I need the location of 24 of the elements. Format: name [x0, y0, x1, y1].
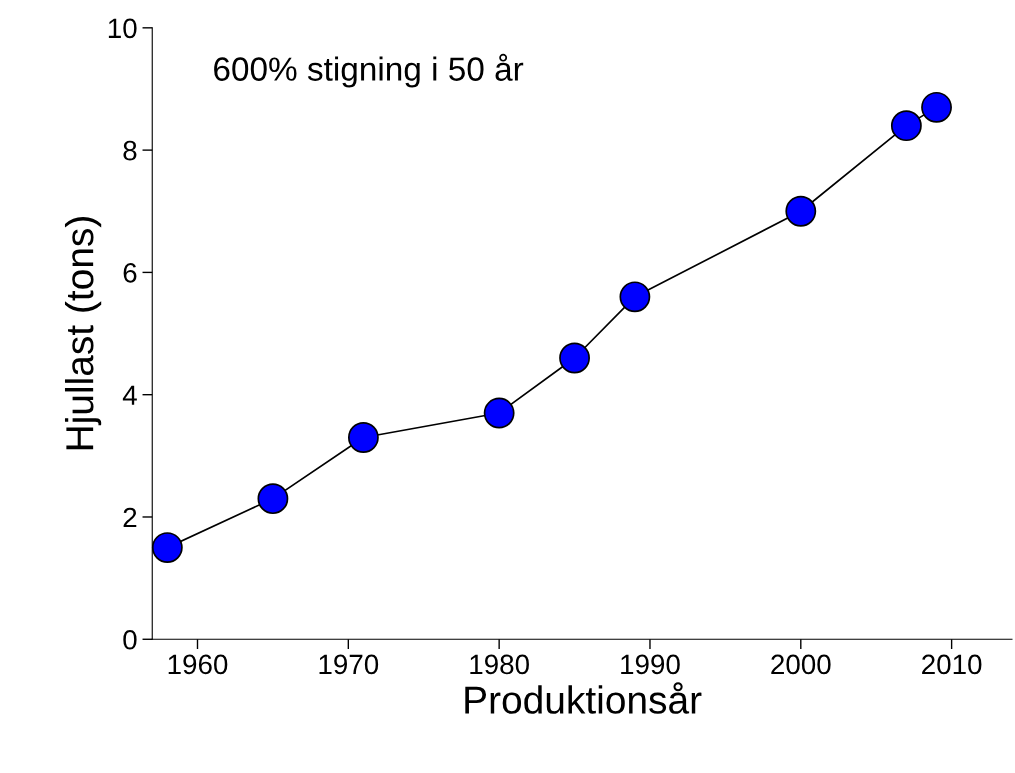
x-tick-label: 1990: [621, 654, 680, 675]
y-tick-label: 10: [108, 18, 137, 39]
point: [483, 397, 515, 429]
point: [347, 422, 379, 453]
point: [890, 110, 922, 142]
x-tick-label: 2010: [922, 654, 982, 675]
point: [151, 532, 183, 563]
y-axis-title: Hjullast (tons): [64, 217, 102, 450]
point: [785, 195, 817, 227]
x-tick-label: 1970: [319, 654, 379, 675]
x-tick-label: 2000: [771, 654, 831, 675]
y-tick-label: 4: [122, 385, 137, 405]
x-axis-title: Produktionsår: [465, 682, 702, 714]
point: [257, 483, 289, 515]
point: [619, 281, 651, 313]
point: [921, 91, 952, 123]
y-tick-label: 2: [123, 507, 137, 528]
x-tick-label: 1980: [470, 654, 529, 675]
annotation: 600% stigning i 50 år: [214, 53, 524, 88]
point: [559, 342, 590, 374]
y-tick-label: 6: [123, 263, 137, 283]
x-tick-label: 1960: [168, 654, 228, 675]
y-tick-label: 0: [123, 629, 137, 650]
y-tick-label: 8: [123, 140, 137, 161]
